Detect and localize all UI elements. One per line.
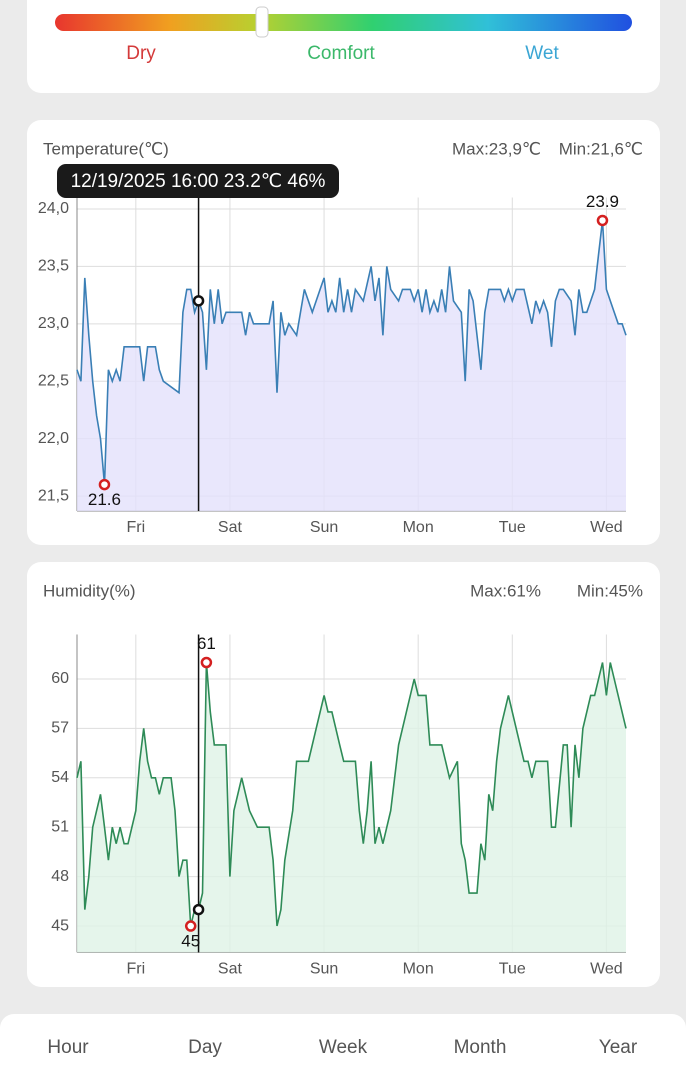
tab[interactable]: Year (599, 1037, 638, 1058)
chart-title: Temperature(℃) (43, 139, 169, 158)
y-tick-label: 54 (51, 769, 69, 786)
y-tick-label: 23,5 (38, 258, 69, 275)
comfort-gradient (55, 14, 632, 31)
point-label: 61 (197, 634, 216, 653)
tooltip-text: 12/19/2025 16:00 23.2℃ 46% (71, 171, 326, 192)
x-tick-label: Wed (590, 519, 623, 536)
tab-bar (0, 1014, 686, 1080)
chart-title: Humidity(%) (43, 581, 136, 600)
x-tick-label: Fri (126, 961, 145, 978)
y-tick-label: 21,5 (38, 487, 69, 504)
y-tick-label: 23,0 (38, 315, 69, 332)
point-label: 21.6 (88, 490, 121, 509)
min-label: Min:21,6℃ (559, 139, 643, 158)
cursor-point (192, 295, 205, 307)
max-label: Max:61% (470, 581, 541, 600)
y-tick-label: 51 (51, 818, 69, 835)
point-label: 23.9 (586, 192, 619, 211)
x-tick-label: Sun (310, 961, 338, 978)
tooltip-box (57, 164, 339, 198)
area (77, 662, 626, 953)
max-point (200, 656, 213, 669)
min-point (184, 920, 197, 932)
max-label: Max:23,9℃ (452, 139, 541, 158)
x-tick-label: Sun (310, 519, 338, 536)
min-label: Min:45% (577, 581, 643, 600)
tab[interactable]: Day (188, 1037, 222, 1058)
y-tick-label: 45 (51, 917, 69, 934)
line (76, 220, 627, 485)
x-tick-label: Tue (499, 519, 526, 536)
y-tick-label: 48 (51, 868, 69, 885)
x-tick-label: Tue (499, 961, 526, 978)
y-tick-label: 22,5 (38, 372, 69, 389)
y-tick-label: 24,0 (38, 200, 69, 217)
point-label: 45 (181, 932, 200, 951)
comfort-label: Wet (525, 43, 559, 64)
y-tick-label: 57 (51, 720, 69, 737)
cursor-point (192, 903, 205, 916)
x-tick-label: Sat (218, 519, 243, 536)
tab[interactable]: Hour (47, 1037, 89, 1058)
x-tick-label: Mon (403, 961, 434, 978)
comfort-label: Comfort (307, 43, 375, 64)
line (76, 662, 627, 927)
min-point (98, 478, 111, 491)
x-tick-label: Fri (126, 519, 145, 536)
x-tick-label: Wed (590, 961, 623, 978)
y-tick-label: 22,0 (38, 430, 69, 447)
tab[interactable]: Week (319, 1037, 368, 1058)
y-tick-label: 60 (51, 670, 69, 687)
x-tick-label: Mon (403, 519, 434, 536)
max-point (596, 214, 609, 227)
comfort-label: Dry (126, 43, 156, 64)
x-tick-label: Sat (218, 961, 243, 978)
tab[interactable]: Month (454, 1037, 507, 1058)
comfort-slider[interactable] (255, 6, 269, 38)
